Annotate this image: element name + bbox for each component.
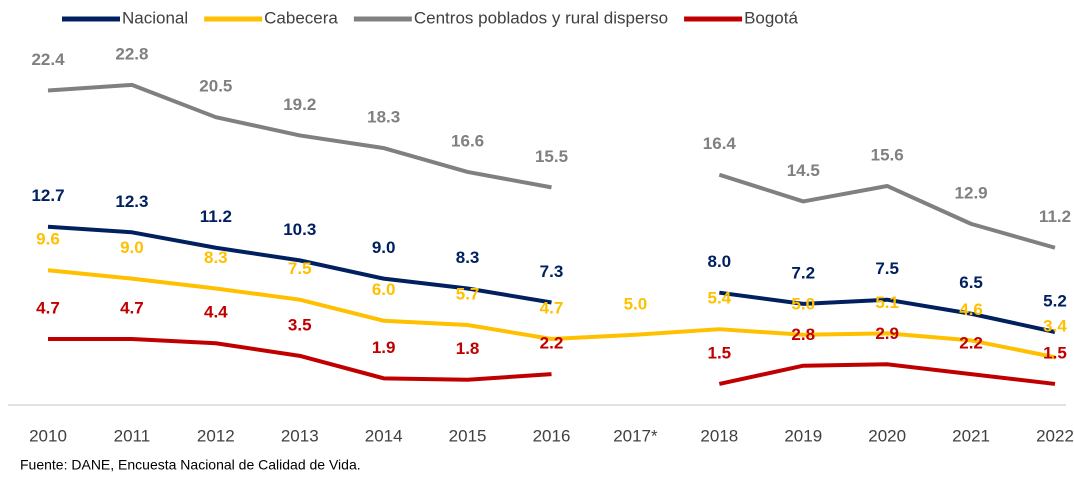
data-label: 3.5 <box>288 315 312 334</box>
data-label: 9.6 <box>36 230 60 249</box>
data-label: 5.4 <box>708 289 732 308</box>
series-line <box>47 224 552 305</box>
x-tick-label: 2021 <box>952 426 990 445</box>
data-label: 12.9 <box>955 183 988 202</box>
series-line <box>718 362 1056 386</box>
data-label: 15.6 <box>871 145 904 164</box>
data-label: 16.4 <box>703 134 737 153</box>
data-label: 8.3 <box>456 248 480 267</box>
data-label: 1.9 <box>372 338 396 357</box>
x-tick-label: 2011 <box>114 426 151 445</box>
data-label: 11.2 <box>1039 207 1071 226</box>
series-line <box>47 268 1056 360</box>
legend-label: Bogotá <box>744 8 798 27</box>
legend-label: Cabecera <box>264 8 338 27</box>
data-label: 6.0 <box>372 280 396 299</box>
x-tick-label: 2017* <box>613 426 658 445</box>
data-label: 8.3 <box>204 248 228 267</box>
data-label: 19.2 <box>283 95 316 114</box>
data-label: 10.3 <box>283 220 316 239</box>
x-tick-label: 2015 <box>449 426 487 445</box>
data-label: 12.3 <box>115 192 148 211</box>
data-label: 5.2 <box>1043 291 1067 310</box>
data-label: 9.0 <box>120 238 144 257</box>
data-label: 1.5 <box>708 343 732 362</box>
source-note: Fuente: DANE, Encuesta Nacional de Calid… <box>20 457 361 473</box>
data-label: 18.3 <box>367 108 400 127</box>
data-label: 5.0 <box>624 294 648 313</box>
x-tick-label: 2012 <box>197 426 235 445</box>
data-label: 22.4 <box>31 50 65 69</box>
data-label: 11.2 <box>200 207 232 226</box>
data-label: 22.8 <box>115 44 148 63</box>
data-label: 7.3 <box>540 262 564 281</box>
data-label: 2.9 <box>875 324 899 343</box>
data-label: 5.1 <box>875 293 899 312</box>
data-label: 4.4 <box>204 303 228 322</box>
x-tick-label: 2018 <box>700 426 738 445</box>
data-label: 4.7 <box>540 298 564 317</box>
data-label: 2.2 <box>540 334 564 353</box>
x-tick-label: 2014 <box>365 426 403 445</box>
legend-label: Nacional <box>122 8 188 27</box>
data-label: 7.5 <box>875 259 899 278</box>
data-label: 6.5 <box>959 273 983 292</box>
data-label: 20.5 <box>199 77 232 96</box>
data-label: 15.5 <box>535 147 568 166</box>
x-tick-label: 2013 <box>281 426 319 445</box>
data-label: 1.8 <box>456 339 480 358</box>
data-label: 5.0 <box>791 294 815 313</box>
series-line <box>718 172 1056 250</box>
data-label: 7.2 <box>791 263 815 282</box>
data-label: 1.5 <box>1043 343 1067 362</box>
data-label: 4.6 <box>959 300 983 319</box>
data-label: 9.0 <box>372 238 396 257</box>
data-label: 12.7 <box>31 186 64 205</box>
series-line <box>47 82 552 190</box>
data-label: 4.7 <box>36 298 60 317</box>
data-label: 8.0 <box>708 252 732 271</box>
data-label: 5.7 <box>456 284 480 303</box>
legend-label: Centros poblados y rural disperso <box>414 8 668 27</box>
x-tick-label: 2010 <box>29 426 67 445</box>
data-label: 14.5 <box>787 161 820 180</box>
data-label: 2.2 <box>959 334 983 353</box>
x-tick-label: 2020 <box>868 426 906 445</box>
data-label: 7.5 <box>288 259 312 278</box>
series-line <box>719 290 1056 334</box>
x-tick-label: 2022 <box>1036 426 1074 445</box>
series-line <box>48 337 552 382</box>
x-tick-label: 2016 <box>533 426 571 445</box>
data-label: 4.7 <box>120 298 144 317</box>
data-label: 16.6 <box>451 131 484 150</box>
data-label: 2.8 <box>791 325 815 344</box>
data-label: 3.4 <box>1043 317 1067 336</box>
x-tick-label: 2019 <box>784 426 822 445</box>
